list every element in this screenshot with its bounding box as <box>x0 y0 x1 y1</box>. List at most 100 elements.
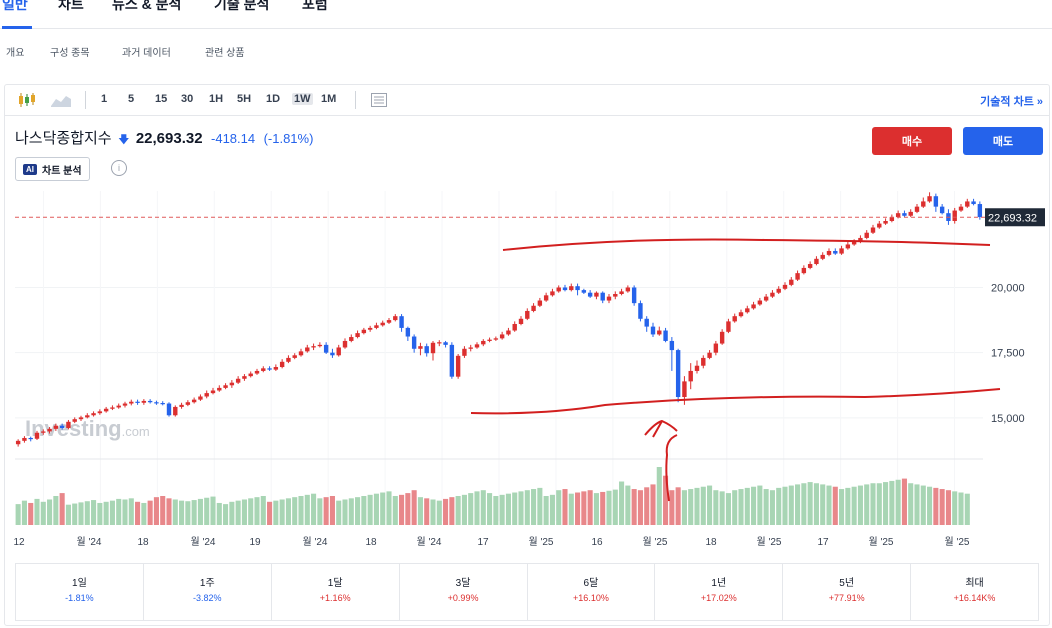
volume-bar <box>185 501 191 525</box>
candlestick-icon[interactable] <box>17 92 37 113</box>
volume-bar <box>751 486 757 525</box>
volume-bar <box>813 483 819 525</box>
volume-bar <box>669 490 675 525</box>
tab-technical-analysis[interactable]: 기술 분석 <box>214 0 270 12</box>
candle-body <box>707 352 712 358</box>
x-axis-tick-label: 월 '25 <box>756 536 781 548</box>
volume-bar <box>40 501 46 525</box>
quote-header: 나스닥종합지수 🡇 22,693.32 -418.14 (-1.81%) <box>15 127 313 150</box>
candle-body <box>751 304 756 309</box>
volume-bar <box>644 487 650 525</box>
volume-bar <box>675 487 681 525</box>
interval-5[interactable]: 5 <box>128 93 135 105</box>
candle-body <box>261 368 266 371</box>
subtab-overview[interactable]: 개요 <box>6 48 25 59</box>
period-label: 1일 <box>72 578 87 589</box>
volume-bar <box>298 496 304 525</box>
interval-1w[interactable]: 1W <box>292 93 313 105</box>
candle-body <box>688 370 693 382</box>
x-axis-tick-label: 19 <box>249 537 261 548</box>
tab-news-analysis[interactable]: 뉴스 & 분석 <box>112 0 182 12</box>
candle-body <box>72 419 77 422</box>
interval-15[interactable]: 15 <box>155 93 168 105</box>
volume-bar <box>763 489 769 525</box>
info-icon[interactable]: i <box>111 160 127 176</box>
period-cell[interactable]: 6달 +16.10% <box>528 564 656 620</box>
period-cell[interactable]: 최대 +16.14K% <box>911 564 1038 620</box>
candle-body <box>795 273 800 280</box>
ai-chart-analysis-label: 차트 분석 <box>42 165 82 177</box>
tab-chart[interactable]: 차트 <box>58 0 84 12</box>
volume-bar <box>593 493 599 525</box>
period-cell[interactable]: 3달 +0.99% <box>400 564 528 620</box>
interval-1m[interactable]: 1M <box>321 93 337 105</box>
volume-bar <box>826 485 832 525</box>
candle-body <box>858 237 863 242</box>
volume-bar <box>505 493 511 525</box>
interval-5h[interactable]: 5H <box>237 93 252 105</box>
candle-body <box>619 291 624 295</box>
volume-bar <box>191 500 197 525</box>
volume-bar <box>757 485 763 525</box>
period-cell[interactable]: 5년 +77.91% <box>783 564 912 620</box>
candle-body <box>430 342 436 354</box>
period-change: +17.02% <box>700 593 737 603</box>
candle-body <box>374 325 379 328</box>
x-axis-tick-label: 18 <box>137 537 149 548</box>
candle-body <box>242 376 247 379</box>
candle-body <box>129 401 134 404</box>
interval-30[interactable]: 30 <box>181 93 194 105</box>
x-axis-tick-label: 월 '24 <box>416 536 441 548</box>
volume-bar <box>927 486 933 525</box>
volume-bar <box>889 480 895 525</box>
interval-1h[interactable]: 1H <box>209 93 224 105</box>
volume-bar <box>436 500 442 525</box>
period-cell[interactable]: 1년 +17.02% <box>655 564 784 620</box>
technical-chart-link[interactable]: 기술적 차트 » <box>980 96 1043 108</box>
x-axis-tick-label: 18 <box>705 537 717 548</box>
interval-1[interactable]: 1 <box>101 93 108 105</box>
volume-bar <box>34 498 40 525</box>
volume-bar <box>600 491 606 525</box>
volume-bar <box>857 485 863 525</box>
candle-body <box>53 425 59 429</box>
candle-body <box>820 254 825 259</box>
volume-bar <box>348 498 354 525</box>
candle-body <box>939 206 945 214</box>
volume-bar <box>91 500 97 525</box>
subtab-components[interactable]: 구성 종목 <box>50 48 90 59</box>
candle-body <box>826 250 832 255</box>
volume-bar <box>468 493 474 525</box>
candle-body <box>15 440 21 445</box>
period-cell[interactable]: 1달 +1.16% <box>272 564 400 620</box>
candle-body <box>349 337 354 341</box>
price-chart[interactable]: Investing.com 20,000 17,500 15,000 22,693.3… <box>5 85 1049 561</box>
subtab-historical-data[interactable]: 과거 데이터 <box>122 48 171 59</box>
tab-general[interactable]: 일반 <box>2 0 28 12</box>
volume-bar <box>128 498 134 525</box>
volume-bar <box>864 484 870 525</box>
period-cell[interactable]: 1일 -1.81% <box>16 564 144 620</box>
candle-body <box>801 267 807 274</box>
volume-bar <box>725 493 731 525</box>
price-change: -418.14 <box>211 131 256 146</box>
buy-button[interactable]: 매수 <box>872 127 952 155</box>
candle-body <box>437 342 442 344</box>
volume-bar <box>958 492 964 525</box>
candle-body <box>531 305 536 311</box>
area-chart-icon[interactable] <box>51 93 71 112</box>
candle-body <box>279 361 285 368</box>
candle-body <box>481 340 486 345</box>
volume-bar <box>461 494 467 525</box>
candle-body <box>286 357 291 362</box>
candle-body <box>701 357 706 366</box>
ai-chart-analysis-button[interactable]: AI 차트 분석 <box>15 157 90 181</box>
period-change: -3.82% <box>193 593 222 603</box>
layout-icon[interactable] <box>371 93 387 112</box>
tab-forum[interactable]: 포럼 <box>302 0 328 12</box>
volume-bar <box>47 499 53 525</box>
subtab-related-products[interactable]: 관련 상품 <box>205 48 245 59</box>
sell-button[interactable]: 매도 <box>963 127 1043 155</box>
interval-1d[interactable]: 1D <box>266 93 281 105</box>
period-cell[interactable]: 1주 -3.82% <box>144 564 272 620</box>
